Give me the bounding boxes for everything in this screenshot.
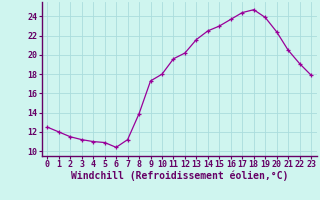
X-axis label: Windchill (Refroidissement éolien,°C): Windchill (Refroidissement éolien,°C) [70, 171, 288, 181]
